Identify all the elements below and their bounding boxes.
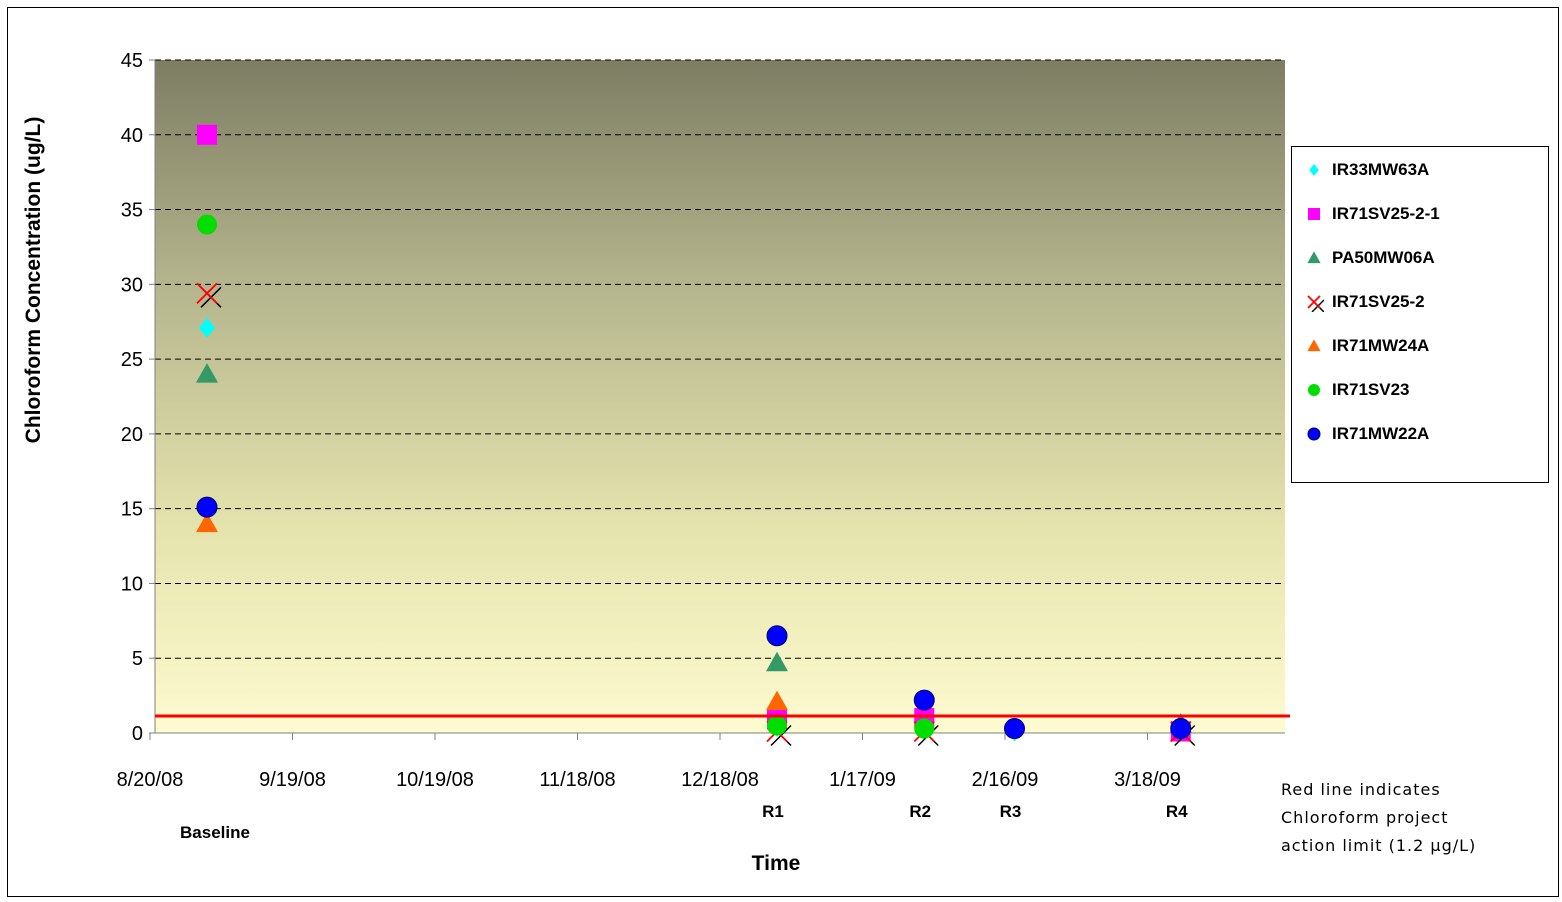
legend-marker-icon <box>1308 208 1320 220</box>
round-label: Baseline <box>180 823 250 842</box>
data-point-ir71mw24a <box>196 512 218 533</box>
round-label: R4 <box>1166 802 1188 821</box>
legend-label: IR71MW24A <box>1332 336 1430 355</box>
y-tick-label: 30 <box>121 274 143 296</box>
data-point-ir71mw22a <box>1004 718 1025 740</box>
y-tick-label: 35 <box>121 200 143 222</box>
x-tick-label: 9/19/08 <box>259 769 326 791</box>
x-tick-label: 12/18/08 <box>681 769 759 791</box>
y-tick-label: 25 <box>121 349 143 371</box>
x-tick-label: 2/16/09 <box>972 769 1039 791</box>
data-point-ir71sv25-2 <box>196 282 222 308</box>
data-point-ir71sv23 <box>197 214 217 235</box>
x-tick-label: 3/18/09 <box>1114 769 1181 791</box>
legend-item-ir71sv25-2-1: IR71SV25-2-1 <box>1304 199 1440 229</box>
legend-marker-icon <box>1307 251 1321 264</box>
y-axis-title: Chloroform Concentration (ug/L) <box>22 117 45 444</box>
note-line-2: Chloroform project <box>1281 808 1449 827</box>
x-tick-label: 11/18/08 <box>539 769 615 791</box>
legend-label: IR71SV25-2 <box>1332 292 1425 311</box>
legend-item-ir71mw22a: IR71MW22A <box>1304 419 1429 449</box>
data-points <box>196 124 1196 747</box>
round-label: R3 <box>1000 802 1022 821</box>
legend: IR33MW63A IR71SV25-2-1 PA50MW06A IR71SV25-2… <box>1291 146 1549 483</box>
legend-marker-icon <box>1307 339 1321 352</box>
y-tick-label: 40 <box>121 125 143 147</box>
legend-marker <box>1308 384 1320 396</box>
x-tick-labels: 8/20/08 9/19/08 10/19/08 11/18/08 12/18/08 1/… <box>117 733 1181 791</box>
note-line-1: Red line indicates <box>1281 780 1441 799</box>
gridlines <box>155 59 1285 659</box>
round-label: R2 <box>909 802 931 821</box>
legend-label: IR71SV23 <box>1332 380 1410 399</box>
legend-item-ir71sv25-2: IR71SV25-2 <box>1304 287 1425 317</box>
legend-marker-icon <box>1307 427 1321 441</box>
data-point-ir71mw22a <box>1170 718 1192 740</box>
data-point-ir71sv25-2-1 <box>197 124 217 145</box>
legend-item-ir33mw63a: IR33MW63A <box>1304 155 1429 185</box>
plot-area <box>155 60 1285 733</box>
action-limit-note: Red line indicates Chloroform project ac… <box>1281 776 1551 860</box>
legend-marker-icon <box>1309 164 1319 176</box>
y-tick-label: 45 <box>121 50 143 72</box>
data-point-ir71mw22a <box>196 496 218 518</box>
data-point-pa50mw06a <box>196 363 218 383</box>
legend-item-ir71sv23: IR71SV23 <box>1304 375 1410 405</box>
y-tick-label: 20 <box>121 424 143 446</box>
y-tick-label: 5 <box>132 648 143 670</box>
data-point-ir71sv23 <box>914 718 935 739</box>
legend-label: IR33MW63A <box>1332 160 1430 179</box>
data-point-ir71sv23 <box>767 715 787 736</box>
legend-item-ir71mw24a: IR71MW24A <box>1304 331 1429 361</box>
y-tick-label: 0 <box>132 723 143 745</box>
x-tick-label: 10/19/08 <box>396 769 474 791</box>
data-point-ir71mw22a <box>766 625 788 647</box>
y-tick-label: 15 <box>121 499 143 521</box>
legend-marker <box>1308 208 1320 220</box>
y-tick-label: 10 <box>121 573 143 595</box>
note-line-3: action limit (1.2 µg/L) <box>1281 836 1477 855</box>
x-tick-label: 1/17/09 <box>829 769 896 791</box>
y-tick-labels: 0 5 10 15 20 25 30 35 40 45 <box>121 50 155 745</box>
legend-label: PA50MW06A <box>1332 248 1435 267</box>
legend-marker-icon <box>1307 295 1324 312</box>
legend-marker <box>1309 164 1319 176</box>
data-point-ir33mw63a <box>199 317 215 338</box>
data-point-pa50mw06a <box>766 651 788 672</box>
x-axis-title: Time <box>752 852 801 875</box>
x-tick-label: 8/20/08 <box>117 769 184 791</box>
legend-marker-icon <box>1308 384 1320 396</box>
legend-marker <box>1307 251 1321 264</box>
legend-label: IR71MW22A <box>1332 424 1430 443</box>
legend-label: IR71SV25-2-1 <box>1332 204 1440 223</box>
legend-item-pa50mw06a: PA50MW06A <box>1304 243 1435 273</box>
legend-marker <box>1307 427 1321 441</box>
data-point-ir71mw24a <box>766 690 788 711</box>
data-point-ir71mw22a <box>913 689 935 711</box>
legend-marker <box>1307 339 1321 352</box>
round-label: R1 <box>762 802 784 821</box>
legend-marker <box>1307 295 1324 312</box>
round-labels: Baseline R1 R2 R3 R4 <box>180 802 1188 842</box>
